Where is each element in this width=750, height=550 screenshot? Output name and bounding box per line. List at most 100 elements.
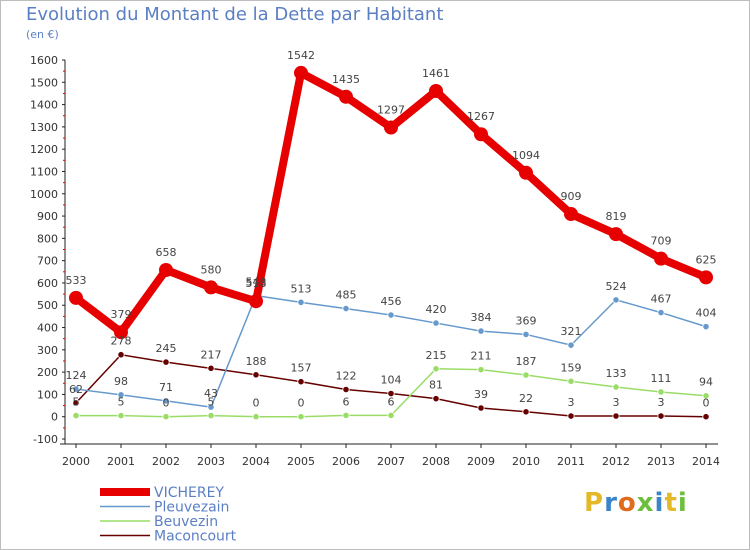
data-label: 513 (291, 282, 312, 295)
data-label: 456 (381, 295, 402, 308)
data-label: 122 (336, 370, 357, 383)
data-label: 5 (208, 396, 215, 409)
data-label: 658 (156, 246, 177, 259)
data-label: 404 (696, 307, 717, 320)
data-point (207, 403, 215, 411)
y-tick-label: 1500 (30, 76, 58, 89)
y-tick-label: 400 (37, 322, 58, 335)
y-tick-label: -100 (33, 433, 58, 446)
data-label: 1297 (377, 104, 405, 117)
data-label: 0 (298, 397, 305, 410)
x-tick-label: 2002 (152, 455, 180, 468)
data-point (297, 378, 305, 386)
y-tick-label: 200 (37, 366, 58, 379)
series-maconcourt (72, 351, 710, 421)
data-point (249, 294, 263, 309)
legend-label: Beuvezin (154, 514, 218, 530)
data-point (387, 411, 395, 419)
data-label: 524 (606, 280, 627, 293)
data-point (162, 358, 170, 366)
y-tick-label: 300 (37, 344, 58, 357)
data-label: 1542 (287, 49, 315, 62)
x-tick-label: 2001 (107, 455, 135, 468)
logo-letter: r (604, 488, 618, 518)
data-label: 0 (163, 397, 170, 410)
data-point (207, 364, 215, 372)
data-point (117, 351, 125, 359)
x-tick-label: 2011 (557, 455, 585, 468)
x-tick-label: 2004 (242, 455, 270, 468)
data-point (252, 413, 260, 421)
data-point (699, 270, 713, 285)
data-point (702, 413, 710, 421)
chart-axes: -100010020030040050060070080090010001100… (30, 54, 720, 468)
x-tick-label: 2012 (602, 455, 630, 468)
data-label: 111 (651, 372, 672, 385)
data-point (162, 397, 170, 405)
data-label: 420 (426, 303, 447, 316)
y-tick-label: 100 (37, 388, 58, 401)
x-tick-label: 2007 (377, 455, 405, 468)
x-tick-label: 2008 (422, 455, 450, 468)
data-point (342, 385, 350, 394)
data-label: 245 (156, 342, 177, 355)
data-label: 211 (471, 350, 492, 363)
y-tick-label: 1100 (30, 165, 58, 178)
data-point (294, 65, 308, 80)
legend-label: Maconcourt (154, 529, 237, 545)
data-label: 1461 (422, 67, 450, 80)
data-point (702, 392, 710, 400)
data-point (204, 280, 218, 295)
data-label: 533 (66, 274, 87, 287)
data-point (69, 290, 83, 305)
data-label: 6 (343, 395, 350, 408)
proxiti-logo: Proxiti (584, 488, 688, 518)
data-point (72, 399, 80, 407)
y-tick-label: 1400 (30, 99, 58, 112)
data-label: 3 (658, 396, 665, 409)
chart-series (69, 65, 713, 421)
data-label: 543 (246, 276, 267, 289)
data-label: 1267 (467, 110, 495, 123)
data-label: 5 (118, 396, 125, 409)
data-label: 187 (516, 355, 537, 368)
data-label: 124 (66, 369, 87, 382)
data-point (432, 319, 440, 327)
y-tick-label: 1600 (30, 54, 58, 67)
data-label: 625 (696, 253, 717, 266)
data-label: 188 (246, 355, 267, 368)
data-label: 3 (613, 396, 620, 409)
x-tick-label: 2003 (197, 455, 225, 468)
data-label: 5 (73, 396, 80, 409)
y-tick-label: 1000 (30, 188, 58, 201)
data-point (474, 127, 488, 142)
data-label: 467 (651, 293, 672, 306)
logo-letter: x (636, 488, 655, 518)
data-label: 133 (606, 367, 627, 380)
y-tick-label: 700 (37, 255, 58, 268)
data-label: 518 (246, 277, 267, 290)
y-tick-label: 0 (51, 411, 58, 424)
x-tick-label: 2014 (692, 455, 720, 468)
data-label: 0 (253, 397, 260, 410)
data-point (657, 308, 665, 317)
data-label: 321 (561, 325, 582, 338)
data-label: 39 (474, 388, 488, 401)
chart-data-labels: 62 278 245 217 188 157 122 104 81 39 22 3 3 3 0 5 5 0 5 0 0 6… (66, 49, 717, 410)
data-point (387, 311, 395, 319)
data-point (567, 377, 575, 385)
data-label: 71 (159, 381, 173, 394)
data-point (654, 251, 668, 266)
data-label: 580 (201, 263, 222, 276)
data-point (657, 388, 665, 396)
data-point (612, 383, 620, 391)
data-label: 217 (201, 348, 222, 361)
data-label: 94 (699, 376, 713, 389)
data-point (477, 366, 485, 374)
data-point (207, 411, 215, 420)
data-point (114, 325, 128, 340)
data-label: 384 (471, 311, 492, 324)
data-point (612, 296, 620, 304)
